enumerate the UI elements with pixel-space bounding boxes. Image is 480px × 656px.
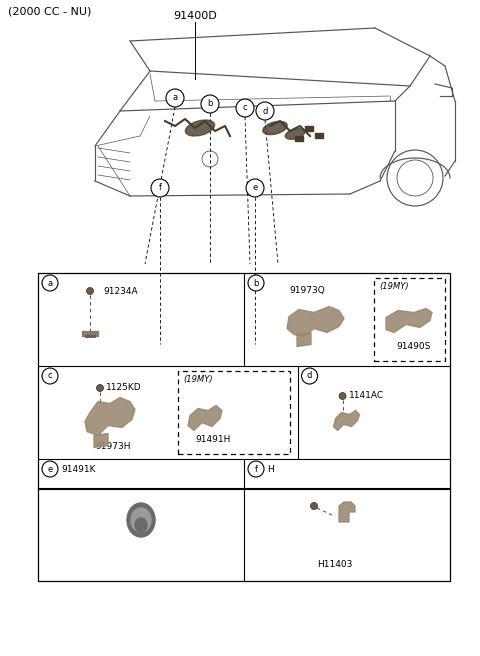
Text: H11403: H11403 — [317, 560, 352, 569]
Circle shape — [42, 461, 58, 477]
Bar — [38, 273, 450, 581]
Ellipse shape — [263, 121, 287, 134]
Text: f: f — [254, 464, 257, 474]
Circle shape — [301, 368, 318, 384]
Text: 1141AC: 1141AC — [348, 392, 384, 401]
Text: (19MY): (19MY) — [379, 282, 408, 291]
Circle shape — [151, 179, 169, 197]
Text: 91491K: 91491K — [61, 464, 96, 474]
Text: 91973H: 91973H — [95, 442, 131, 451]
Polygon shape — [334, 411, 360, 430]
Circle shape — [166, 89, 184, 107]
Circle shape — [256, 102, 274, 120]
Text: a: a — [48, 279, 53, 287]
Circle shape — [311, 502, 317, 510]
Bar — [374, 278, 445, 361]
Bar — [178, 371, 289, 454]
Polygon shape — [339, 502, 355, 522]
Text: e: e — [252, 184, 258, 192]
Circle shape — [86, 287, 94, 295]
Circle shape — [339, 392, 346, 400]
Polygon shape — [94, 434, 108, 447]
Circle shape — [201, 95, 219, 113]
Text: 91490S: 91490S — [396, 342, 431, 351]
Ellipse shape — [127, 503, 155, 537]
Polygon shape — [297, 333, 311, 346]
Text: (19MY): (19MY) — [183, 375, 213, 384]
Polygon shape — [85, 398, 135, 436]
Ellipse shape — [285, 129, 305, 139]
Circle shape — [42, 368, 58, 384]
Text: 91234A: 91234A — [103, 287, 138, 295]
Text: 91491H: 91491H — [195, 435, 230, 444]
Text: c: c — [243, 104, 247, 112]
Circle shape — [236, 99, 254, 117]
Circle shape — [96, 384, 104, 392]
Text: (2000 CC - NU): (2000 CC - NU) — [8, 7, 91, 17]
Circle shape — [42, 275, 58, 291]
Circle shape — [248, 461, 264, 477]
Text: b: b — [207, 100, 213, 108]
Ellipse shape — [135, 518, 147, 532]
Text: H: H — [267, 464, 274, 474]
Bar — [305, 126, 313, 131]
Text: 91973Q: 91973Q — [289, 287, 325, 295]
Text: 1125KD: 1125KD — [106, 384, 142, 392]
Ellipse shape — [131, 508, 151, 532]
Text: d: d — [307, 371, 312, 380]
Polygon shape — [188, 405, 222, 430]
Circle shape — [248, 275, 264, 291]
Text: 91400D: 91400D — [173, 11, 217, 21]
Bar — [315, 133, 323, 138]
Text: a: a — [172, 94, 178, 102]
Ellipse shape — [185, 120, 215, 136]
Text: e: e — [48, 464, 53, 474]
Polygon shape — [82, 331, 98, 336]
Text: d: d — [262, 106, 268, 115]
Text: b: b — [253, 279, 259, 287]
Circle shape — [246, 179, 264, 197]
Polygon shape — [287, 306, 344, 337]
Polygon shape — [386, 308, 432, 333]
Text: c: c — [48, 371, 52, 380]
Bar — [295, 136, 303, 141]
Text: f: f — [158, 184, 161, 192]
